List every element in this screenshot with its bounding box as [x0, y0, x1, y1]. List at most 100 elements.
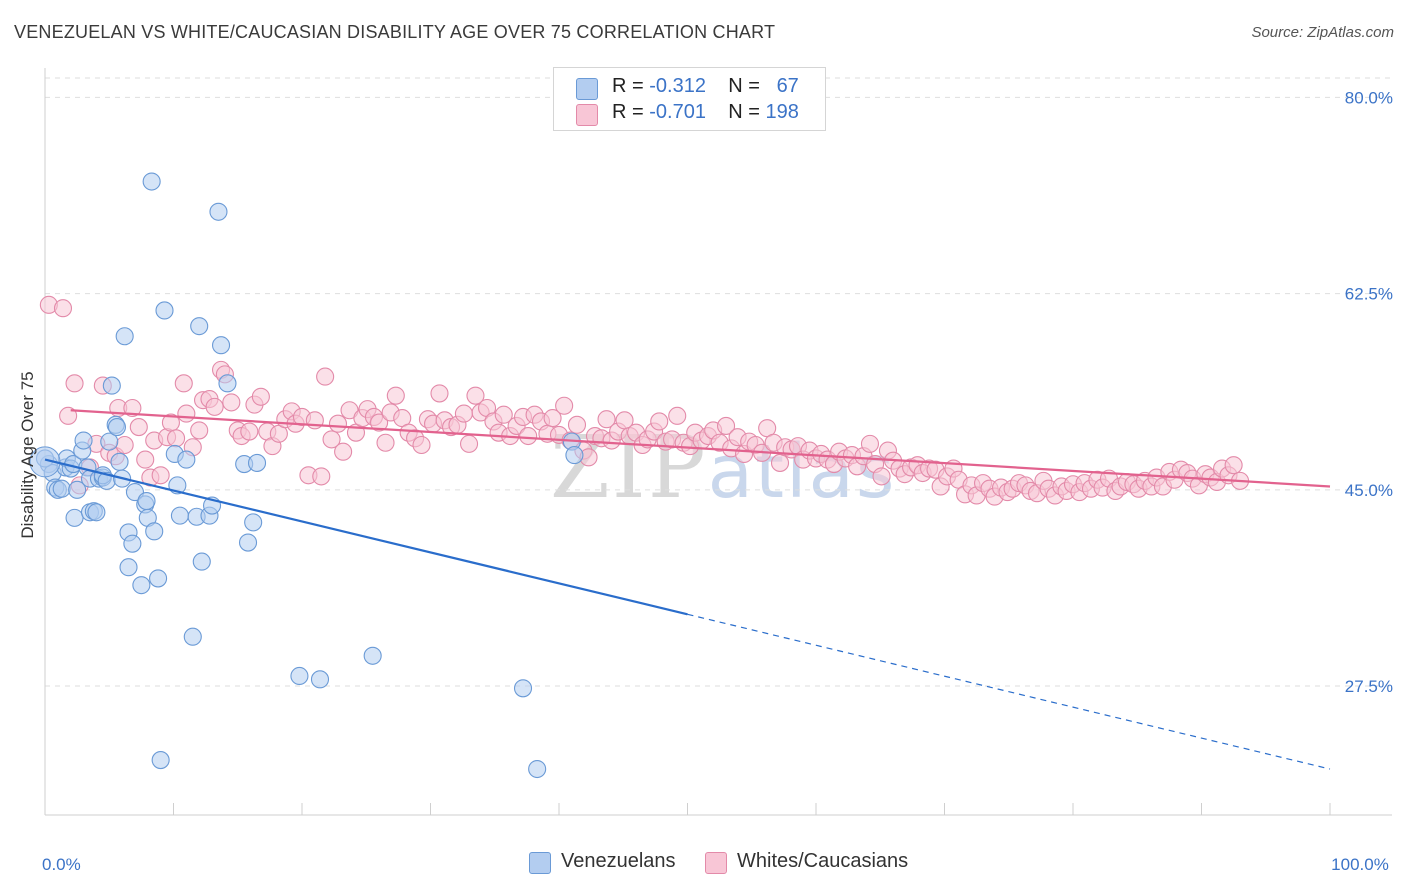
- legend-n-value: 198: [765, 101, 799, 123]
- point-venezuelans-large: [29, 446, 61, 478]
- point-whites: [251, 387, 270, 406]
- trend-venezuelans: [44, 458, 688, 616]
- point-venezuelans: [209, 202, 228, 221]
- data-points: [29, 172, 1250, 779]
- bottom-legend-swatch-venezuelans: [529, 852, 551, 874]
- point-whites: [872, 467, 891, 486]
- point-whites: [370, 413, 389, 432]
- point-venezuelans: [238, 533, 258, 552]
- point-whites: [454, 404, 473, 423]
- chart-title: VENEZUELAN VS WHITE/CAUCASIAN DISABILITY…: [14, 22, 776, 42]
- point-venezuelans: [211, 336, 231, 355]
- point-venezuelans: [142, 172, 161, 191]
- point-venezuelans: [132, 576, 151, 595]
- point-venezuelans: [192, 552, 211, 571]
- point-whites: [136, 450, 155, 469]
- point-venezuelans: [149, 569, 168, 588]
- point-whites: [115, 435, 134, 455]
- point-whites: [543, 409, 562, 428]
- point-venezuelans: [107, 418, 127, 437]
- point-whites: [174, 374, 193, 393]
- point-whites: [376, 433, 395, 452]
- point-whites: [597, 410, 616, 429]
- point-whites: [123, 398, 142, 418]
- point-venezuelans: [183, 627, 202, 646]
- point-whites: [519, 426, 538, 446]
- bottom-legend-swatch-whites: [705, 852, 727, 874]
- point-venezuelans: [74, 431, 93, 450]
- point-venezuelans: [170, 506, 189, 525]
- legend-n-label: N =: [728, 101, 760, 123]
- point-venezuelans: [87, 503, 106, 522]
- y-axis-title: Disability Age Over 75: [18, 371, 37, 538]
- trend-whites: [70, 409, 1331, 488]
- point-venezuelans: [513, 679, 533, 698]
- grid-lines: [45, 77, 1392, 687]
- x-tick-label: 100.0%: [1331, 855, 1389, 874]
- point-venezuelans: [528, 759, 547, 779]
- point-venezuelans: [244, 513, 263, 532]
- point-whites: [65, 374, 84, 393]
- point-whites: [555, 396, 574, 415]
- point-whites: [412, 435, 431, 455]
- legend-swatch-venezuelans: [576, 78, 598, 100]
- point-venezuelans: [363, 646, 382, 665]
- trend-lines: [44, 409, 1331, 770]
- point-whites: [190, 421, 209, 440]
- point-whites: [494, 405, 513, 424]
- point-venezuelans: [123, 534, 142, 553]
- point-whites: [177, 404, 196, 423]
- bottom-legend-label-whites: Whites/Caucasians: [737, 850, 909, 872]
- point-whites: [316, 367, 335, 386]
- bottom-legend-label-venezuelans: Venezuelans: [561, 850, 676, 872]
- point-venezuelans: [247, 453, 267, 472]
- point-whites: [567, 415, 587, 434]
- legend-r-label: R =: [612, 101, 644, 123]
- legend-r-value: -0.701: [649, 101, 706, 123]
- point-whites: [668, 406, 687, 425]
- point-venezuelans: [155, 301, 174, 320]
- point-whites: [716, 416, 736, 435]
- x-tick-label: 0.0%: [42, 855, 81, 874]
- point-venezuelans: [137, 492, 156, 511]
- point-venezuelans: [110, 452, 129, 471]
- point-whites: [151, 466, 170, 485]
- point-whites: [312, 467, 331, 486]
- point-whites: [770, 453, 790, 472]
- point-venezuelans: [115, 327, 134, 346]
- point-whites: [129, 418, 148, 437]
- point-whites: [328, 414, 348, 433]
- point-venezuelans: [190, 317, 209, 336]
- y-tick-label: 62.5%: [1345, 285, 1393, 304]
- point-venezuelans: [177, 450, 196, 469]
- legend-n-label: N =: [728, 75, 760, 97]
- source-label: Source: ZipAtlas.com: [1251, 24, 1394, 41]
- point-whites: [466, 386, 485, 405]
- point-venezuelans: [52, 479, 71, 498]
- point-venezuelans: [119, 558, 138, 577]
- axes: [44, 68, 1392, 816]
- point-whites: [205, 397, 224, 416]
- correlation-legend: R = -0.312 N = 67 R = -0.701 N = 198: [553, 67, 826, 131]
- point-venezuelans: [65, 508, 84, 527]
- point-venezuelans: [290, 666, 309, 686]
- point-whites: [167, 429, 186, 448]
- point-venezuelans: [100, 432, 119, 451]
- point-whites: [334, 442, 353, 461]
- point-whites: [1224, 456, 1243, 475]
- legend-r-value: -0.312: [649, 75, 706, 97]
- point-whites: [860, 434, 880, 453]
- point-whites: [459, 434, 479, 453]
- point-venezuelans: [310, 670, 330, 689]
- y-tick-label: 45.0%: [1345, 481, 1393, 500]
- axis-labels: 27.5% 45.0% 62.5% 80.0% 0.0% 100.0% Disability…: [18, 88, 1393, 874]
- point-whites: [59, 406, 78, 425]
- point-venezuelans: [218, 374, 237, 393]
- point-whites: [650, 412, 669, 431]
- point-whites: [386, 386, 405, 405]
- point-whites: [240, 422, 259, 441]
- point-venezuelans: [102, 376, 121, 395]
- legend-n-value: 67: [776, 75, 799, 97]
- point-whites: [322, 430, 341, 449]
